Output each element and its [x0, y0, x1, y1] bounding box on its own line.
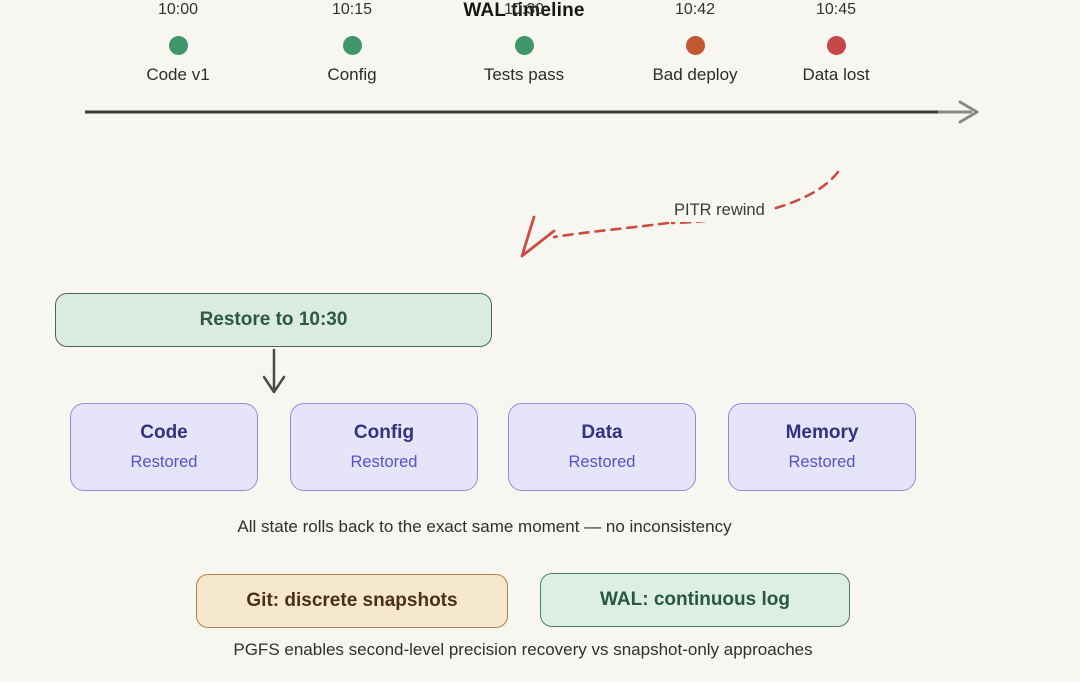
pitr-rewind-arrowhead-icon — [520, 215, 556, 258]
pitr-rewind-label: PITR rewind — [668, 200, 771, 222]
event-label: Code v1 — [146, 65, 210, 84]
event-label: Data lost — [802, 65, 870, 84]
restored-box-config: Config Restored — [290, 403, 478, 491]
restored-box-subtitle: Restored — [130, 453, 198, 471]
restore-down-arrowhead-icon — [262, 375, 286, 394]
event-dot-icon — [514, 36, 534, 55]
event-dot-icon — [826, 36, 846, 55]
event-dot-icon — [168, 36, 188, 55]
footer-caption: PGFS enables second-level precision reco… — [233, 640, 813, 659]
restored-box-subtitle: Restored — [350, 453, 418, 471]
restored-box-data: Data Restored — [508, 403, 696, 491]
restored-box-memory: Memory Restored — [728, 403, 916, 491]
event-time: 10:00 — [157, 1, 199, 18]
git-snapshots-box: Git: discrete snapshots — [196, 574, 508, 628]
restored-box-subtitle: Restored — [788, 453, 856, 471]
restored-box-title: Config — [353, 422, 415, 443]
restored-box-subtitle: Restored — [568, 453, 636, 471]
timeline-event-tests-pass: 10:30 Tests pass — [449, 0, 599, 85]
event-time: 10:30 — [503, 1, 545, 18]
timeline-event-data-lost: 10:45 Data lost — [761, 0, 911, 85]
timeline-event-bad-deploy: 10:42 Bad deploy — [620, 0, 770, 85]
event-time: 10:15 — [331, 1, 373, 18]
event-label: Config — [327, 65, 377, 84]
timeline-title: WAL timeline — [463, 0, 585, 21]
event-label: Tests pass — [483, 65, 565, 84]
event-dot-icon — [685, 36, 705, 55]
consistency-caption: All state rolls back to the exact same m… — [237, 517, 732, 536]
event-time: 10:42 — [674, 1, 716, 18]
timeline-event-config: 10:15 Config — [277, 0, 427, 85]
restored-box-title: Memory — [785, 422, 859, 443]
event-time: 10:45 — [815, 1, 857, 18]
event-dot-icon — [342, 36, 362, 55]
restore-to-1030-box: Restore to 10:30 — [55, 293, 492, 347]
restored-box-code: Code Restored — [70, 403, 258, 491]
event-label: Bad deploy — [652, 65, 738, 84]
timeline-arrowhead-icon — [958, 100, 979, 124]
restored-box-title: Data — [581, 422, 623, 443]
wal-continuous-log-box: WAL: continuous log — [540, 573, 850, 627]
restored-box-title: Code — [140, 422, 188, 443]
timeline-event-code-v1: 10:00 Code v1 — [103, 0, 253, 85]
